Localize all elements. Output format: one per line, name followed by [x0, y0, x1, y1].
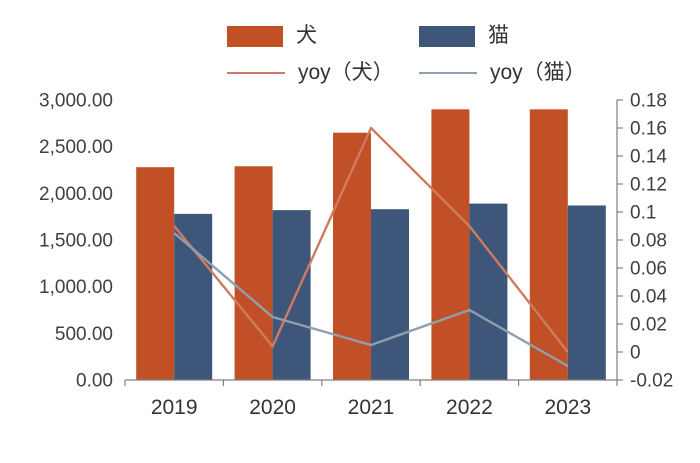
right-axis-tick-label: 0.14: [630, 147, 667, 168]
legend-item-dog-bar: 犬: [227, 23, 317, 49]
bar-猫-2019: [174, 213, 213, 380]
right-axis-tick-label: 0.08: [630, 231, 667, 252]
bar-猫-2022: [469, 203, 508, 380]
x-axis-category-label: 2022: [446, 396, 493, 419]
left-axis-tick-label: 1,500.00: [39, 231, 113, 252]
right-axis-tick-label: -0.02: [630, 371, 673, 392]
left-axis-tick-label: 2,500.00: [39, 137, 113, 158]
x-axis-category-label: 2023: [544, 396, 591, 419]
left-axis-tick-label: 0.00: [76, 371, 113, 392]
right-axis-tick-label: 0.1: [630, 203, 656, 224]
bar-犬-2019: [136, 167, 175, 380]
legend-label-dog-yoy: yoy（犬）: [298, 61, 394, 84]
bar-猫-2023: [567, 205, 606, 380]
right-axis-tick-label: 0: [630, 343, 641, 364]
right-axis-tick-label: 0.16: [630, 119, 667, 140]
x-axis-category-label: 2021: [348, 396, 395, 419]
legend-swatch-cat-bar: [419, 25, 475, 47]
right-axis-tick-label: 0.12: [630, 175, 667, 196]
bar-犬-2022: [431, 109, 470, 380]
line-yoy（猫）: [173, 232, 569, 368]
line-yoy（犬）: [173, 126, 569, 353]
left-axis-tick-label: 2,000.00: [39, 184, 113, 205]
legend-swatch-cat-line: [419, 72, 477, 74]
bar-猫-2021: [371, 209, 409, 380]
right-axis-tick-label: 0.06: [630, 259, 667, 280]
bar-犬-2020: [234, 166, 273, 380]
x-axis-category-label: 2019: [151, 396, 198, 419]
right-axis-tick-label: 0.18: [630, 91, 667, 112]
left-axis-tick-label: 1,000.00: [39, 277, 113, 298]
legend-label-cat-yoy: yoy（猫）: [490, 61, 586, 84]
legend-label-cat: 猫: [488, 24, 509, 47]
left-axis-tick-label: 500.00: [55, 324, 113, 345]
legend-swatch-dog-bar: [227, 25, 283, 47]
left-axis-tick-label: 3,000.00: [39, 91, 113, 112]
bar-犬-2023: [529, 109, 568, 380]
x-axis-category-label: 2020: [249, 396, 296, 419]
bar-猫-2020: [272, 210, 311, 380]
legend-item-dog-yoy-line: yoy（犬）: [227, 60, 394, 86]
legend-label-dog: 犬: [296, 24, 317, 47]
right-axis-tick-label: 0.04: [630, 287, 667, 308]
legend-item-cat-bar: 猫: [419, 23, 509, 49]
legend-item-cat-yoy-line: yoy（猫）: [419, 60, 586, 86]
right-axis-tick-label: 0.02: [630, 315, 667, 336]
legend-swatch-dog-line: [227, 72, 285, 74]
